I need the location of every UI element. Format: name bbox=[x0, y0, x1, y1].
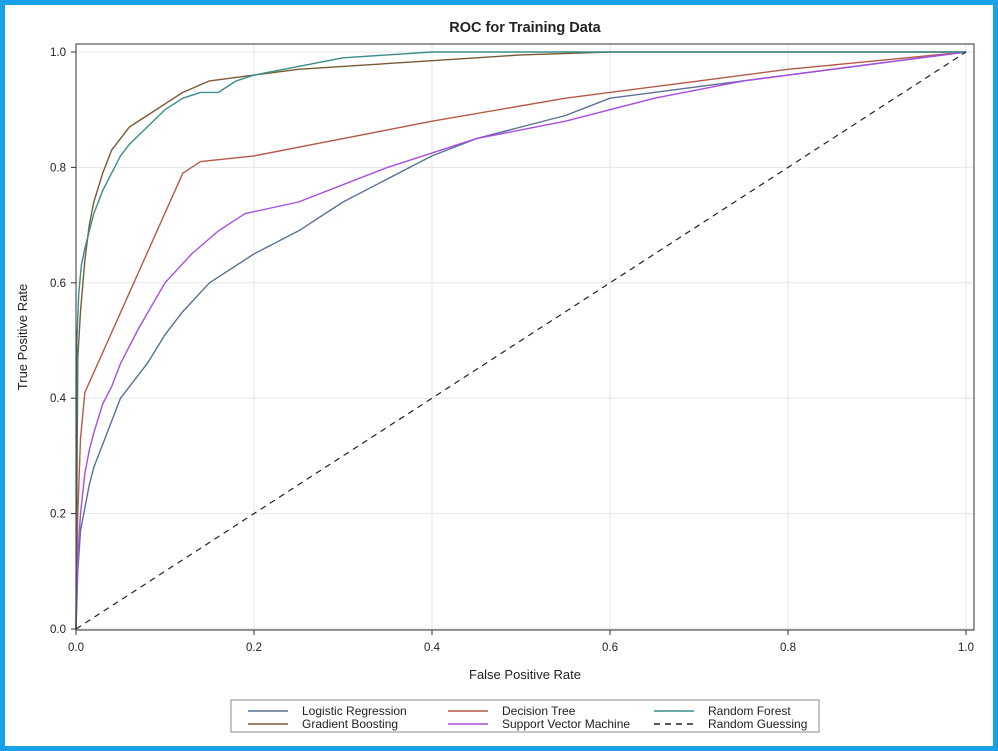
series-random-forest bbox=[75, 51, 966, 630]
y-tick-label: 0.0 bbox=[50, 624, 66, 636]
legend-label: Random Guessing bbox=[708, 717, 807, 731]
x-tick-label: 1.0 bbox=[958, 642, 974, 654]
x-tick-label: 0.2 bbox=[246, 642, 262, 654]
series-decision-tree bbox=[75, 51, 967, 630]
y-tick-label: 1.0 bbox=[50, 47, 66, 59]
y-axis-label: True Positive Rate bbox=[15, 284, 30, 390]
plot-border bbox=[75, 43, 975, 631]
chart-title: ROC for Training Data bbox=[449, 20, 601, 36]
x-tick-label: 0.8 bbox=[780, 642, 796, 654]
y-tick-label: 0.8 bbox=[50, 162, 66, 174]
x-axis-ticks: 0.0 0.2 0.4 0.6 0.8 1.0 bbox=[68, 630, 974, 654]
x-tick-label: 0.6 bbox=[602, 642, 618, 654]
legend-label: Logistic Regression bbox=[302, 704, 407, 718]
series-support-vector-machine bbox=[75, 51, 967, 630]
legend-label: Gradient Boosting bbox=[302, 717, 398, 731]
series-logistic-regression bbox=[75, 51, 967, 630]
legend-label: Decision Tree bbox=[502, 704, 576, 718]
series-gradient-boosting bbox=[75, 51, 966, 630]
y-tick-label: 0.2 bbox=[50, 509, 66, 521]
series-layer bbox=[75, 51, 967, 630]
series-random-guessing bbox=[75, 51, 967, 630]
legend-box bbox=[230, 699, 820, 733]
legend: Logistic Regression Decision Tree Random F… bbox=[230, 699, 820, 733]
y-axis-ticks: 0.0 0.2 0.4 0.6 0.8 1.0 bbox=[50, 47, 76, 636]
x-tick-label: 0.4 bbox=[424, 642, 441, 654]
y-tick-label: 0.4 bbox=[50, 393, 67, 405]
legend-label: Support Vector Machine bbox=[502, 717, 630, 731]
x-tick-label: 0.0 bbox=[68, 642, 84, 654]
x-axis-label: False Positive Rate bbox=[469, 667, 581, 682]
y-tick-label: 0.6 bbox=[50, 278, 66, 290]
legend-label: Random Forest bbox=[708, 704, 791, 718]
grid-lines bbox=[75, 44, 974, 630]
